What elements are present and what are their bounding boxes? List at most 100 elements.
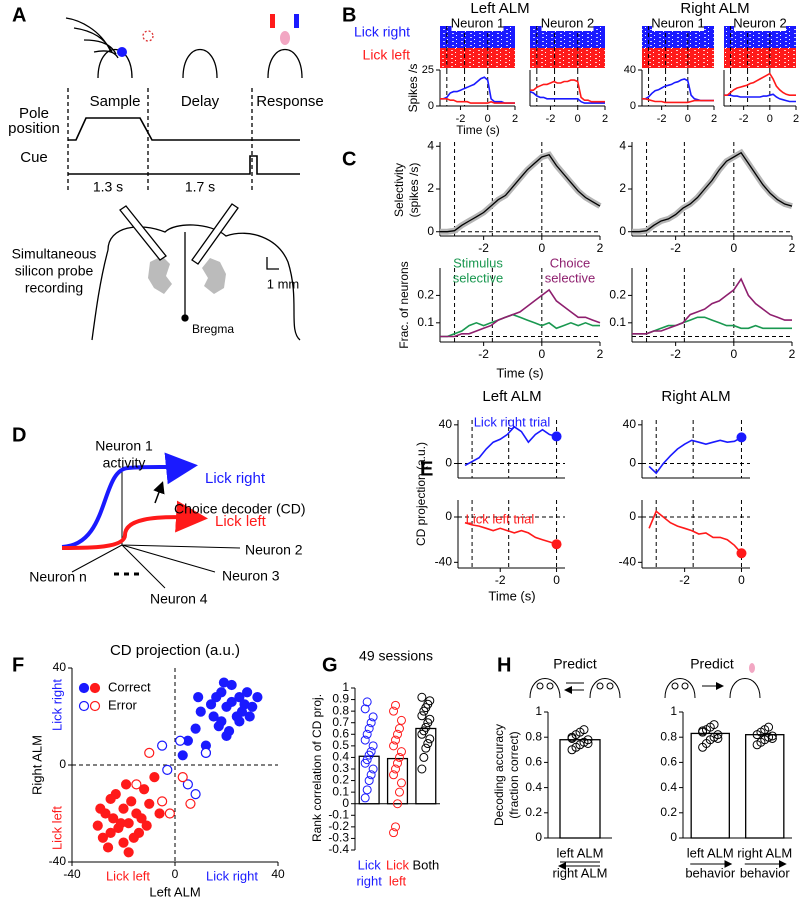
- scatter-point: [131, 779, 142, 790]
- panel-a-diagram: [65, 14, 303, 341]
- side-label: Lick right: [206, 868, 258, 883]
- session-point: [713, 733, 723, 743]
- scatter-point: [223, 725, 235, 737]
- scatter-point: [105, 827, 116, 839]
- scatter-point: [244, 711, 255, 722]
- pole-retracted: [142, 30, 154, 42]
- line: [464, 425, 557, 467]
- alm: [596, 682, 604, 690]
- scatter-point: [120, 779, 132, 790]
- y-tick-label: 0: [427, 224, 434, 238]
- x-tick-label: -2: [456, 113, 466, 125]
- panel-d-diagram: [61, 452, 241, 589]
- line: [464, 521, 557, 545]
- legend-label: Lick left: [363, 47, 411, 63]
- chart-title: Neuron 2: [733, 15, 786, 30]
- alm: [546, 682, 554, 690]
- mouse-heads: [529, 678, 761, 699]
- x-tick-label: right ALM: [737, 845, 792, 860]
- line: [440, 98, 515, 104]
- session-point: [393, 799, 402, 809]
- axis-label: Neuron 1: [95, 438, 153, 454]
- x-tick-label: -2: [739, 113, 749, 125]
- session-point: [364, 724, 374, 733]
- y-tick-label: 0.4: [660, 780, 677, 794]
- trace-label: Pole: [19, 105, 49, 122]
- y-tick-label: -0.3: [328, 831, 349, 845]
- legend-key: [78, 682, 90, 694]
- y-axis-label: Right ALM: [29, 735, 44, 795]
- session-point: [394, 787, 404, 797]
- neuron-axes: [71, 470, 241, 589]
- y-tick-label: 0: [445, 456, 452, 470]
- session-point: [423, 739, 433, 749]
- group-heading: Left ALM: [470, 0, 529, 17]
- panel-h-icons: [529, 663, 761, 699]
- y-tick-label: 0.6: [525, 755, 542, 769]
- line: [632, 151, 793, 233]
- series-label: Lick right trial: [474, 414, 551, 429]
- landmark-label: Bregma: [192, 322, 234, 336]
- raster-lick-right: [530, 26, 605, 48]
- sem-band: [440, 151, 602, 235]
- scatter-point: [108, 813, 119, 824]
- session-point: [767, 731, 777, 741]
- y-tick-label: 0: [630, 100, 636, 112]
- line: [440, 154, 601, 233]
- y-tick-label: 0.3: [332, 761, 349, 775]
- y-tick-label: 0.6: [332, 726, 349, 740]
- y-tick-label: 0.9: [332, 692, 349, 706]
- session-point: [368, 712, 378, 722]
- scatter-point: [95, 803, 106, 814]
- session-point: [360, 735, 370, 745]
- scatter-point: [177, 772, 188, 783]
- y-tick-label: 1: [535, 704, 542, 718]
- session-point: [417, 711, 427, 721]
- x-tick-label: 0: [738, 573, 745, 587]
- session-point: [698, 726, 708, 736]
- scatter-point: [105, 793, 116, 805]
- session-point: [362, 785, 372, 795]
- session-point: [389, 828, 399, 838]
- x-tick-label: left: [389, 873, 407, 888]
- scatter-point: [123, 847, 134, 858]
- session-point: [396, 747, 406, 757]
- y-tick-label: -40: [619, 555, 637, 569]
- y-tick-label: 0: [445, 509, 452, 523]
- session-point: [366, 718, 376, 728]
- line: [724, 72, 796, 96]
- panel-label: F: [12, 654, 24, 676]
- session-point: [360, 704, 370, 714]
- scatter-point: [193, 691, 204, 703]
- end-marker: [551, 539, 562, 550]
- legend-key: [89, 682, 101, 694]
- panel-label: E: [420, 458, 433, 480]
- epoch-label: Response: [256, 93, 324, 110]
- y-axis-label: CD projection (a.u.): [414, 442, 428, 546]
- session-point: [421, 722, 431, 732]
- y-tick-label: 4: [427, 138, 434, 152]
- y-tick-label: 0.1: [417, 315, 434, 329]
- y-axis-label: Frac. of neurons: [397, 261, 411, 348]
- x-tick-label: right: [357, 873, 383, 888]
- session-point: [389, 706, 399, 716]
- scatter-point: [190, 723, 201, 734]
- line: [529, 90, 605, 104]
- x-tick-label: -2: [495, 573, 506, 587]
- session-point: [583, 739, 593, 748]
- line: [724, 93, 796, 103]
- bar: [690, 732, 730, 839]
- scatter-point: [136, 813, 147, 824]
- session-point: [366, 770, 376, 780]
- scatter-point: [205, 699, 217, 710]
- x-tick-label: behavior: [685, 865, 736, 880]
- bar: [559, 739, 601, 839]
- scatter-point: [97, 832, 109, 843]
- y-tick-label: 40: [623, 417, 637, 431]
- x-tick-label: -2: [478, 347, 489, 361]
- y-axis-label: (fraction correct): [507, 731, 521, 818]
- scatter-point: [118, 837, 129, 848]
- side-label: Lick left: [49, 806, 64, 850]
- decoder-label: Choice decoder (CD): [174, 501, 306, 517]
- title-backing: [451, 17, 504, 31]
